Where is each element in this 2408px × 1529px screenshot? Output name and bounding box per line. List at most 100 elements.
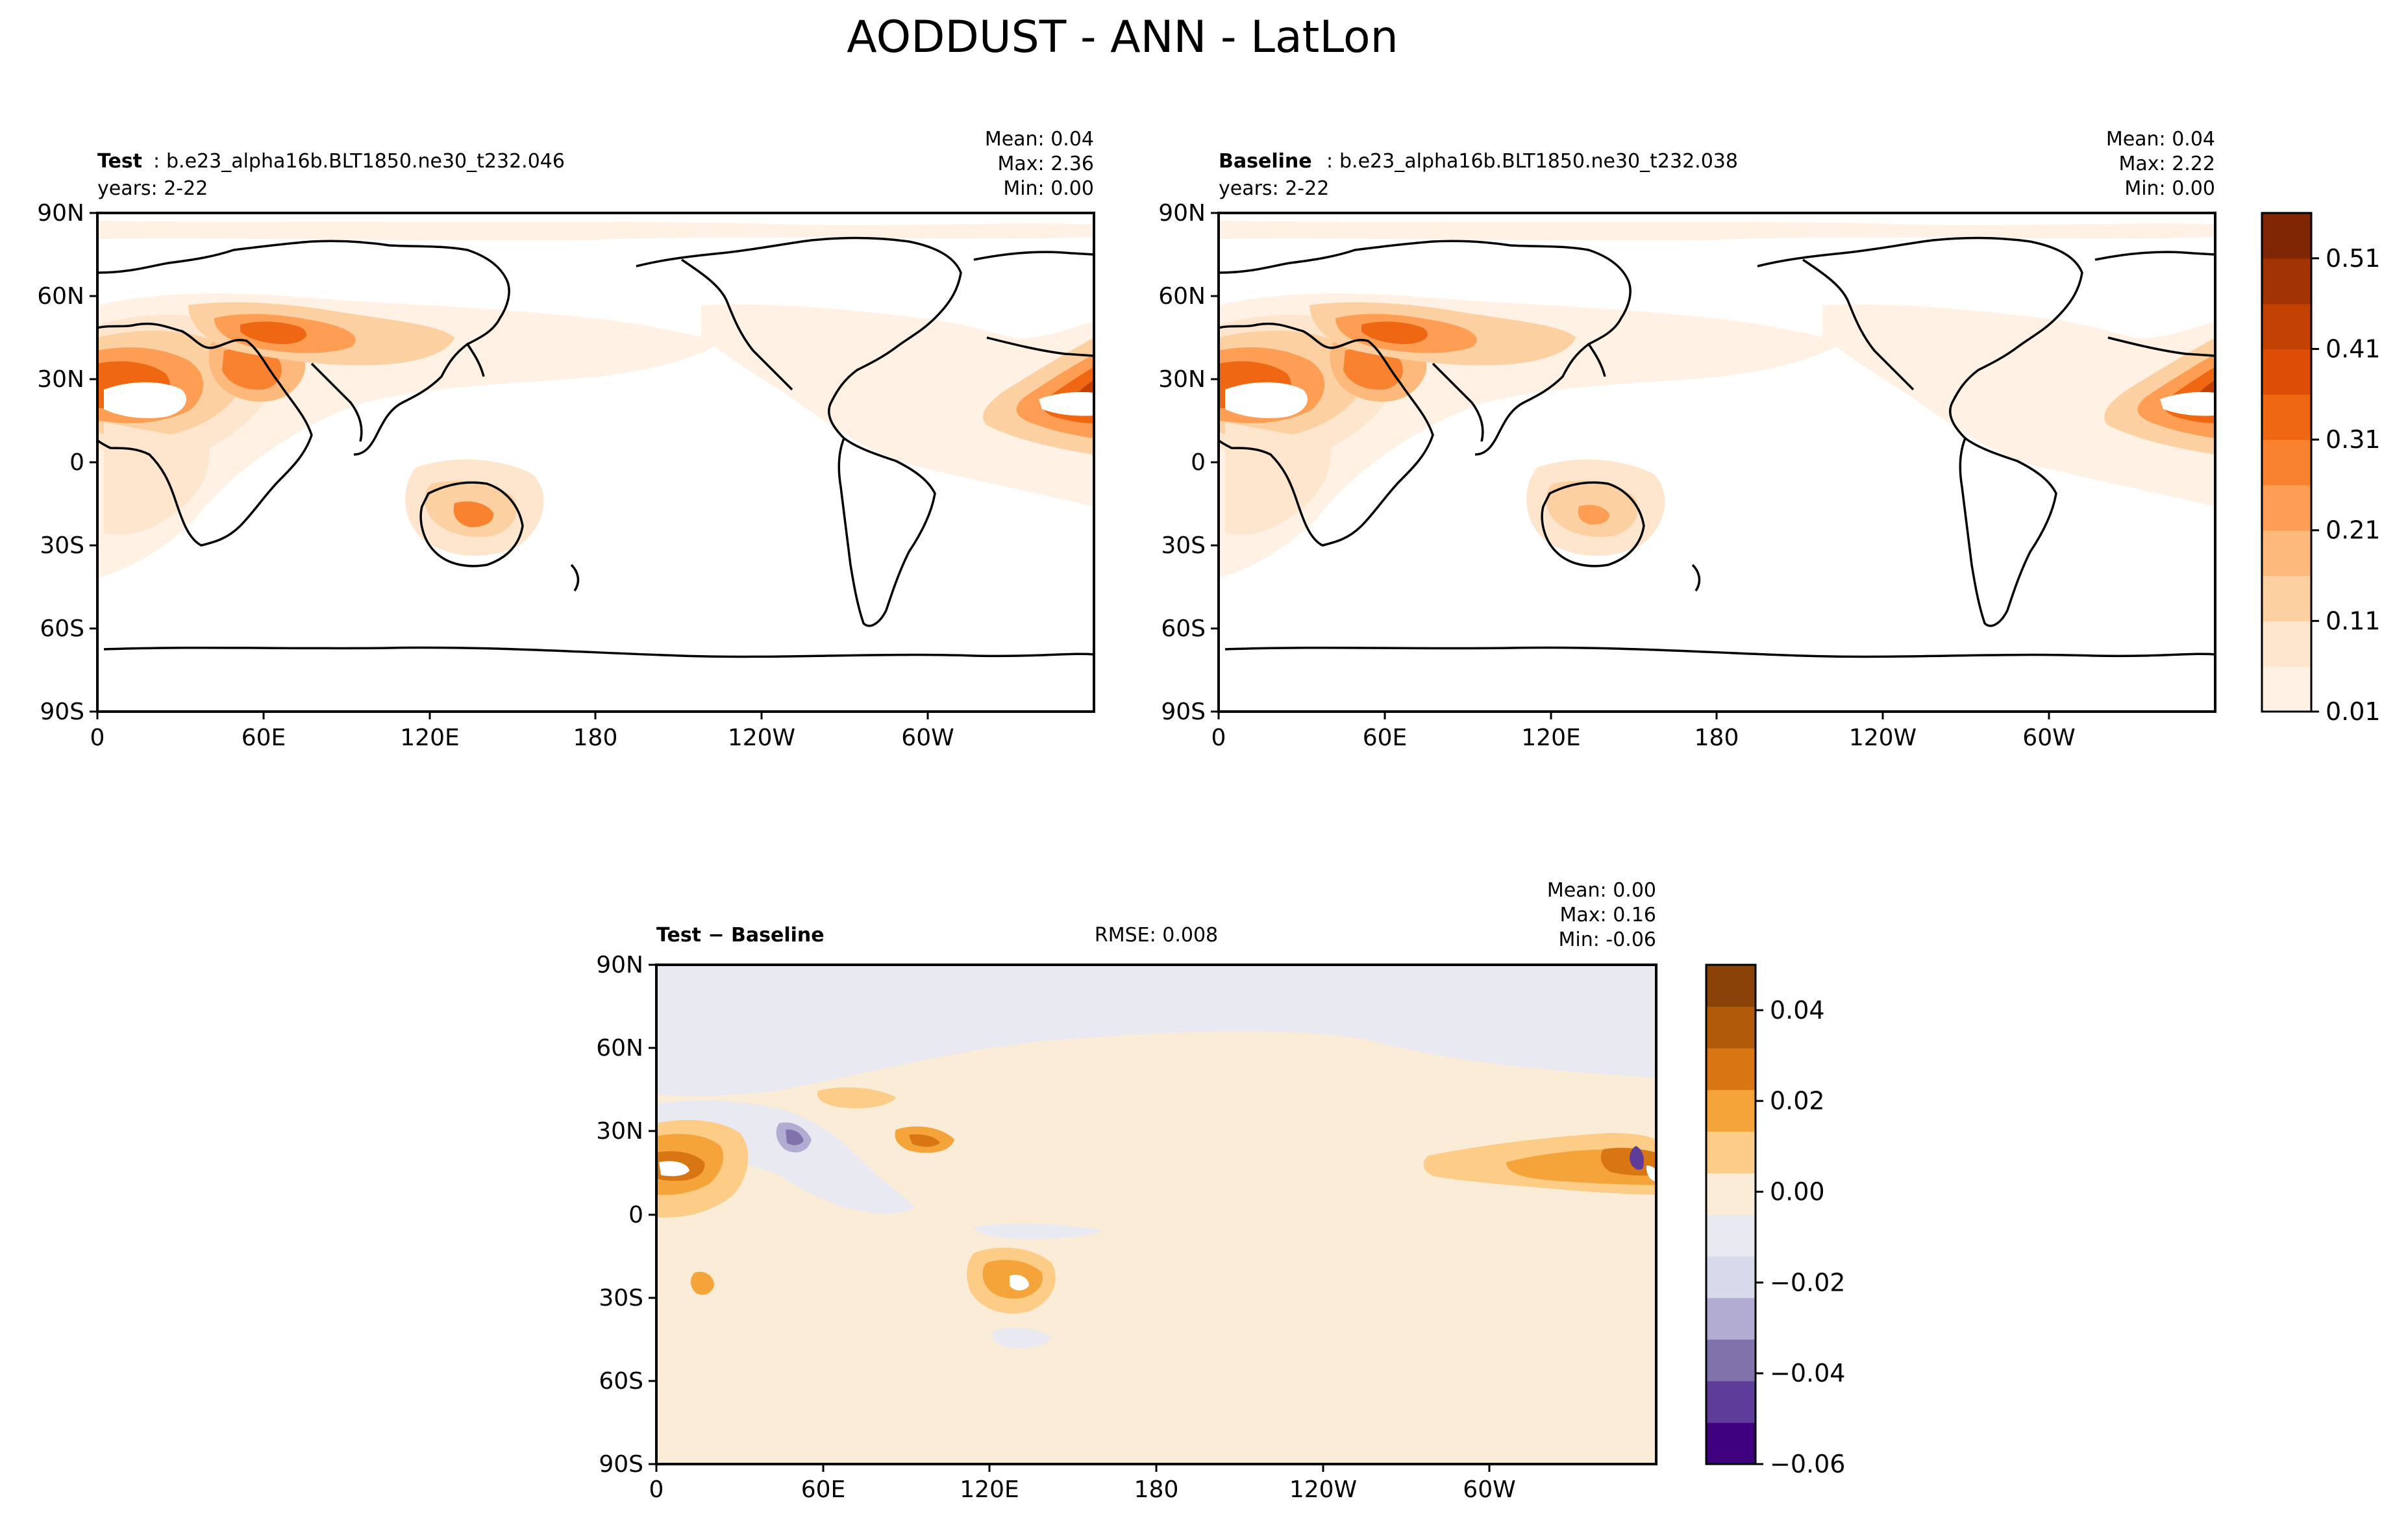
baseline-map-field xyxy=(1219,213,2215,712)
colorbar-swatch xyxy=(2262,621,2311,667)
colorbar-swatch xyxy=(1706,1089,1756,1132)
colorbar-tick-label: 0.21 xyxy=(2326,516,2381,545)
baseline-mean: Mean: 0.04 xyxy=(2106,128,2215,151)
diff-lon-label: 60W xyxy=(1463,1476,1515,1503)
baseline-years: years: 2-22 xyxy=(1219,177,1329,200)
diff-colorbar: −0.06 −0.04 −0.02 0.00 0.02 0.04 xyxy=(1705,963,1845,1478)
colorbar-swatch xyxy=(1706,1131,1756,1174)
colorbar-swatch xyxy=(1706,1339,1756,1382)
test-label-colon: : xyxy=(153,150,160,173)
test-map-field xyxy=(97,213,1094,712)
baseline-lon-label: 120E xyxy=(1521,725,1580,751)
colorbar-swatch xyxy=(2262,303,2311,350)
baseline-lat-ticks: 90N 60N 30N 0 30S 60S 90S xyxy=(1158,200,1219,725)
colorbar-tick-label: −0.06 xyxy=(1770,1450,1845,1478)
diff-lon-label: 120W xyxy=(1289,1476,1357,1503)
test-lat-label: 60N xyxy=(37,283,84,310)
colorbar-swatch xyxy=(2262,258,2311,305)
baseline-max: Max: 2.22 xyxy=(2119,153,2215,175)
colorbar-swatch xyxy=(1706,1422,1756,1465)
baseline-lon-ticks: 0 60E 120E 180 120W 60W xyxy=(1211,712,2076,751)
test-lat-ticks: 90N 60N 30N 0 30S 60S 90S xyxy=(37,200,97,725)
baseline-lat-label: 60N xyxy=(1158,283,1206,310)
test-lon-label: 60W xyxy=(901,725,954,751)
diff-colorbar-ticks: −0.06 −0.04 −0.02 0.00 0.02 0.04 xyxy=(1756,996,1845,1478)
diff-lat-label: 60S xyxy=(599,1368,643,1395)
test-lat-label: 30S xyxy=(40,532,84,559)
test-mean: Mean: 0.04 xyxy=(985,128,1094,151)
top-colorbar: 0.01 0.11 0.21 0.31 0.41 0.51 xyxy=(2261,212,2381,726)
colorbar-tick-label: 0.11 xyxy=(2326,606,2381,635)
colorbar-swatch xyxy=(2262,666,2311,712)
test-lon-ticks: 0 60E 120E 180 120W 60W xyxy=(90,712,954,751)
diff-lat-label: 90N xyxy=(596,952,643,978)
colorbar-tick-label: 0.31 xyxy=(2326,425,2381,454)
baseline-lat-label: 30N xyxy=(1158,366,1206,393)
diff-min: Min: -0.06 xyxy=(1559,928,1657,951)
colorbar-swatch xyxy=(1706,1173,1756,1215)
baseline-label-colon: : xyxy=(1326,150,1333,173)
diff-panel: Test − Baseline RMSE: 0.008 Mean: 0.00 M… xyxy=(596,879,1657,1503)
diff-mean: Mean: 0.00 xyxy=(1547,879,1656,902)
colorbar-tick-label: −0.04 xyxy=(1770,1359,1845,1387)
colorbar-tick-label: 0.41 xyxy=(2326,334,2381,363)
colorbar-tick-label: −0.02 xyxy=(1770,1268,1845,1297)
colorbar-swatch xyxy=(1706,1048,1756,1090)
colorbar-swatch xyxy=(1706,1297,1756,1340)
baseline-case-name: b.e23_alpha16b.BLT1850.ne30_t232.038 xyxy=(1339,150,1738,173)
diff-lon-ticks: 0 60E 120E 180 120W 60W xyxy=(649,1464,1516,1503)
baseline-lat-label: 60S xyxy=(1161,615,1206,642)
figure-title: AODDUST - ANN - LatLon xyxy=(847,12,1398,63)
baseline-lon-label: 180 xyxy=(1694,725,1739,751)
diff-max: Max: 0.16 xyxy=(1560,904,1656,926)
diff-lon-label: 60E xyxy=(801,1476,846,1503)
baseline-coastlines xyxy=(1219,236,2215,658)
diff-lat-label: 30S xyxy=(599,1285,643,1311)
colorbar-swatch xyxy=(2262,530,2311,577)
test-min: Min: 0.00 xyxy=(1003,177,1094,200)
test-years: years: 2-22 xyxy=(97,177,208,200)
test-lat-label: 90S xyxy=(40,699,84,725)
diff-lat-label: 90S xyxy=(599,1451,643,1478)
colorbar-swatch xyxy=(2262,213,2311,259)
diff-lat-ticks: 90N 60N 30N 0 30S 60S 90S xyxy=(596,952,656,1478)
diff-map-field xyxy=(656,965,1656,1464)
test-label-bold: Test xyxy=(97,150,142,173)
baseline-lat-label: 90S xyxy=(1161,699,1206,725)
top-colorbar-frame xyxy=(2261,212,2313,713)
test-lat-label: 30N xyxy=(37,366,84,393)
test-lon-label: 60E xyxy=(242,725,286,751)
colorbar-tick-label: 0.51 xyxy=(2326,244,2381,273)
colorbar-swatch xyxy=(2262,440,2311,486)
diff-lon-label: 120E xyxy=(960,1476,1019,1503)
colorbar-swatch xyxy=(2262,394,2311,440)
test-lat-label: 60S xyxy=(40,615,84,642)
baseline-label-bold: Baseline xyxy=(1219,150,1312,173)
colorbar-swatch xyxy=(1706,965,1756,1007)
test-lat-label: 0 xyxy=(69,449,84,476)
top-colorbar-ticks: 0.01 0.11 0.21 0.31 0.41 0.51 xyxy=(2311,244,2381,726)
test-max: Max: 2.36 xyxy=(998,153,1094,175)
baseline-lon-label: 120W xyxy=(1849,725,1917,751)
diff-colorbar-frame xyxy=(1705,963,1757,1465)
test-lon-label: 180 xyxy=(573,725,618,751)
colorbar-swatch xyxy=(1706,1256,1756,1299)
diff-lat-label: 0 xyxy=(628,1202,643,1228)
baseline-lon-label: 60E xyxy=(1363,725,1408,751)
top-colorbar-swatches xyxy=(2262,213,2311,712)
test-case-name: b.e23_alpha16b.BLT1850.ne30_t232.046 xyxy=(166,150,565,173)
colorbar-tick-label: 0.01 xyxy=(2326,697,2381,726)
baseline-lat-label: 30S xyxy=(1161,532,1206,559)
baseline-min: Min: 0.00 xyxy=(2124,177,2215,200)
test-coastlines xyxy=(97,236,1094,658)
diff-lon-label: 0 xyxy=(649,1476,664,1503)
colorbar-swatch xyxy=(1706,1380,1756,1423)
test-lon-label: 120E xyxy=(400,725,459,751)
colorbar-tick-label: 0.00 xyxy=(1770,1178,1825,1206)
colorbar-swatch xyxy=(1706,1214,1756,1257)
baseline-lon-label: 60W xyxy=(2022,725,2075,751)
diff-label: Test − Baseline xyxy=(656,924,825,947)
test-lon-label: 120W xyxy=(728,725,795,751)
colorbar-swatch xyxy=(1706,1006,1756,1049)
